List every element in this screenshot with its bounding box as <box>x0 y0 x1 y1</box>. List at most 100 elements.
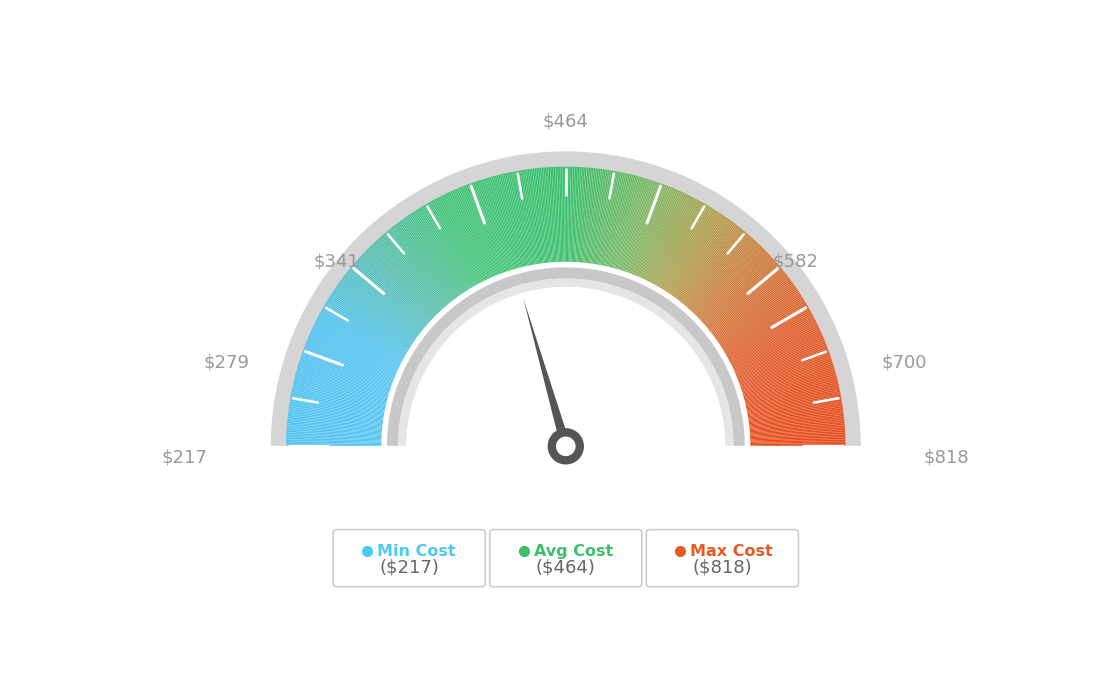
Wedge shape <box>307 340 395 377</box>
Wedge shape <box>403 218 459 296</box>
Wedge shape <box>295 377 388 402</box>
Text: Max Cost: Max Cost <box>690 544 773 559</box>
Wedge shape <box>737 342 826 378</box>
Wedge shape <box>590 169 604 264</box>
Wedge shape <box>634 186 670 275</box>
Wedge shape <box>711 273 787 333</box>
Wedge shape <box>741 360 832 391</box>
Wedge shape <box>750 418 845 429</box>
Wedge shape <box>697 250 766 317</box>
Wedge shape <box>413 211 466 292</box>
Wedge shape <box>659 205 708 288</box>
Wedge shape <box>643 192 683 279</box>
Wedge shape <box>286 432 382 438</box>
Wedge shape <box>458 188 496 276</box>
Text: $341: $341 <box>314 253 360 270</box>
Wedge shape <box>622 180 652 270</box>
Wedge shape <box>368 247 436 316</box>
Wedge shape <box>675 220 732 297</box>
Wedge shape <box>715 284 794 339</box>
Wedge shape <box>295 375 388 400</box>
Wedge shape <box>288 408 383 422</box>
Wedge shape <box>294 379 386 403</box>
Wedge shape <box>725 307 809 355</box>
Wedge shape <box>304 348 393 383</box>
Wedge shape <box>501 174 524 267</box>
Wedge shape <box>702 259 774 324</box>
Wedge shape <box>722 298 804 349</box>
Wedge shape <box>689 238 753 309</box>
Wedge shape <box>497 175 521 268</box>
Wedge shape <box>739 348 828 383</box>
Wedge shape <box>629 184 664 273</box>
Wedge shape <box>599 171 618 265</box>
Wedge shape <box>529 169 543 264</box>
Wedge shape <box>561 167 563 262</box>
Wedge shape <box>660 206 710 288</box>
Wedge shape <box>709 269 784 331</box>
Wedge shape <box>603 172 624 266</box>
Wedge shape <box>311 329 399 370</box>
Wedge shape <box>513 171 532 265</box>
Wedge shape <box>338 284 416 339</box>
Wedge shape <box>289 402 383 419</box>
Wedge shape <box>746 385 839 407</box>
Wedge shape <box>357 260 428 324</box>
Wedge shape <box>456 188 495 277</box>
Wedge shape <box>684 232 746 306</box>
Wedge shape <box>381 235 445 308</box>
Wedge shape <box>745 382 838 405</box>
Wedge shape <box>598 171 616 265</box>
Wedge shape <box>751 434 846 440</box>
Wedge shape <box>731 321 817 364</box>
Wedge shape <box>728 312 811 358</box>
Wedge shape <box>297 368 389 396</box>
Wedge shape <box>721 293 802 346</box>
Wedge shape <box>538 168 549 263</box>
Wedge shape <box>672 218 729 296</box>
Wedge shape <box>737 345 827 381</box>
Wedge shape <box>733 329 820 370</box>
Wedge shape <box>679 226 739 302</box>
Wedge shape <box>495 175 520 268</box>
Wedge shape <box>694 246 762 315</box>
Wedge shape <box>645 193 687 280</box>
Wedge shape <box>491 177 518 268</box>
Wedge shape <box>442 195 485 281</box>
Wedge shape <box>733 327 819 368</box>
Wedge shape <box>567 167 570 262</box>
Wedge shape <box>453 190 492 277</box>
Wedge shape <box>289 401 384 417</box>
Wedge shape <box>333 289 413 344</box>
Wedge shape <box>735 334 822 373</box>
Wedge shape <box>305 345 394 381</box>
Wedge shape <box>747 392 840 412</box>
Wedge shape <box>302 350 393 384</box>
Wedge shape <box>737 344 827 380</box>
Wedge shape <box>307 339 395 376</box>
Wedge shape <box>582 168 592 263</box>
Text: $582: $582 <box>772 253 818 270</box>
Wedge shape <box>293 387 385 408</box>
Wedge shape <box>677 224 735 299</box>
Wedge shape <box>613 176 639 268</box>
Wedge shape <box>742 362 832 391</box>
Wedge shape <box>346 272 422 333</box>
FancyBboxPatch shape <box>490 530 641 586</box>
Wedge shape <box>746 388 840 409</box>
Wedge shape <box>289 406 383 421</box>
Wedge shape <box>743 368 835 396</box>
Wedge shape <box>417 208 469 290</box>
Wedge shape <box>475 181 507 272</box>
Wedge shape <box>466 184 501 274</box>
Wedge shape <box>593 170 608 264</box>
Wedge shape <box>478 180 509 271</box>
Wedge shape <box>729 316 814 362</box>
Wedge shape <box>549 167 555 262</box>
Wedge shape <box>669 215 724 295</box>
Wedge shape <box>426 203 475 286</box>
Wedge shape <box>391 228 450 303</box>
Wedge shape <box>688 237 752 308</box>
Wedge shape <box>624 181 656 272</box>
Wedge shape <box>348 269 423 331</box>
